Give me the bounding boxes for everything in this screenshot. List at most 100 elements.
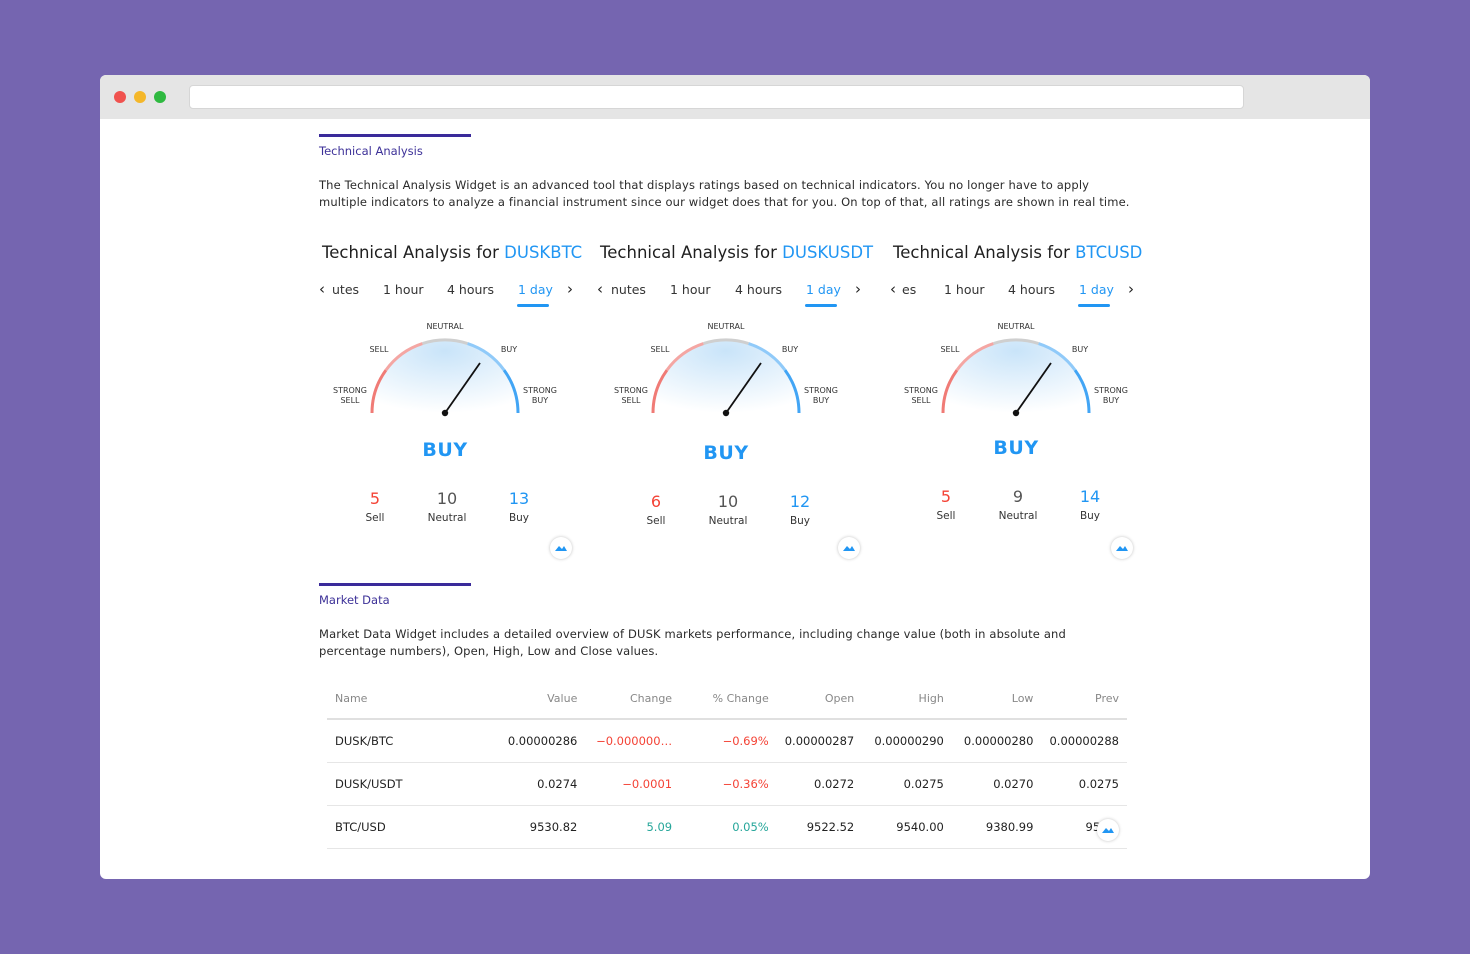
- tab-1-hour[interactable]: 1 hour: [383, 282, 424, 297]
- close-window-button[interactable]: [114, 91, 126, 103]
- gauge-label-buy: BUY: [501, 345, 517, 354]
- market-data-description: Market Data Widget includes a detailed o…: [319, 626, 1139, 659]
- chevron-right-icon[interactable]: ›: [1128, 280, 1134, 298]
- sell-count-value: 5: [369, 489, 381, 508]
- gauge-label-strong-buy: BUY: [813, 396, 829, 405]
- cell-name: DUSK/USDT: [327, 762, 472, 806]
- chevron-left-icon[interactable]: ‹: [890, 280, 896, 298]
- cell-low: 0.0270: [951, 762, 1042, 806]
- sell-count: 6 Sell: [626, 492, 686, 527]
- description-line: multiple indicators to analyze a financi…: [319, 194, 1130, 209]
- address-bar[interactable]: [189, 85, 1244, 109]
- sell-count-value: 6: [650, 492, 662, 511]
- chevron-right-icon[interactable]: ›: [567, 280, 573, 298]
- gauge-buy-arc: [748, 342, 787, 371]
- gauge-label-strong-sell: SELL: [621, 396, 641, 405]
- gauge-label-neutral: NEUTRAL: [998, 322, 1035, 331]
- technical-analysis-widget: Technical Analysis for DUSKBTC ‹ utes 1 …: [319, 235, 589, 565]
- gauge-label-strong-sell: STRONG: [904, 386, 938, 395]
- column-header[interactable]: Name: [327, 679, 472, 720]
- cloud-logo-icon: [555, 546, 567, 551]
- tradingview-logo-icon[interactable]: [1111, 537, 1133, 559]
- chevron-left-icon[interactable]: ‹: [597, 280, 603, 298]
- column-header[interactable]: Change: [585, 679, 681, 720]
- maximize-window-button[interactable]: [154, 91, 166, 103]
- active-tab-indicator: [1078, 304, 1110, 307]
- cell-change: 5.09: [585, 805, 681, 849]
- interval-tabs: ‹ es 1 hour 4 hours 1 day ›: [890, 280, 1160, 310]
- widget-title-prefix: Technical Analysis for: [600, 243, 783, 262]
- widget-title-prefix: Technical Analysis for: [893, 243, 1076, 262]
- cloud-logo-icon: [1116, 546, 1128, 551]
- neutral-count: 9 Neutral: [988, 487, 1048, 522]
- description-line: The Technical Analysis Widget is an adva…: [319, 178, 1090, 192]
- cloud-logo-icon: [843, 546, 855, 551]
- description-line: Market Data Widget includes a detailed o…: [319, 627, 1066, 641]
- widget-title: Technical Analysis for DUSKUSDT: [600, 243, 874, 262]
- column-header[interactable]: Open: [776, 679, 863, 720]
- symbol-link[interactable]: DUSKUSDT: [782, 243, 874, 262]
- cell-high: 9540.00: [862, 805, 952, 849]
- tab-minutes[interactable]: es: [902, 282, 917, 297]
- sell-count: 5 Sell: [916, 487, 976, 522]
- gauge-strong-buy-arc: [502, 369, 520, 414]
- table-row[interactable]: BTC/USD 9530.82 5.09 0.05% 9522.52 9540.00 938…: [327, 805, 1127, 849]
- column-header[interactable]: Value: [471, 679, 586, 720]
- description-line: percentage numbers), Open, High, Low and…: [319, 643, 659, 658]
- cell-open: 9522.52: [776, 805, 863, 849]
- gauge-sell-arc: [955, 342, 994, 371]
- column-header[interactable]: Prev: [1041, 679, 1127, 720]
- browser-window: Technical Analysis The Technical Analysi…: [100, 75, 1370, 879]
- neutral-count-value: 10: [436, 489, 458, 508]
- gauge-strong-sell-arc: [941, 369, 959, 414]
- cell-high: 0.00000290: [862, 719, 952, 763]
- gauge-label-strong-buy: STRONG: [523, 386, 557, 395]
- cell-open: 0.0272: [776, 762, 863, 806]
- tab-1-hour[interactable]: 1 hour: [670, 282, 711, 297]
- active-tab-indicator: [805, 304, 837, 307]
- table-row[interactable]: DUSK/BTC 0.00000286 −0.000000… −0.69% 0.0000…: [327, 719, 1127, 763]
- gauge-neutral-arc: [992, 338, 1040, 346]
- symbol-link[interactable]: DUSKBTC: [504, 243, 583, 262]
- sell-count-label: Sell: [646, 515, 666, 527]
- gauge-label-sell: SELL: [940, 345, 960, 354]
- chevron-left-icon[interactable]: ‹: [319, 280, 325, 298]
- neutral-count-value: 10: [717, 492, 739, 511]
- chevron-right-icon[interactable]: ›: [855, 280, 861, 298]
- tradingview-logo-icon[interactable]: [550, 537, 572, 559]
- technical-analysis-widget: Technical Analysis for DUSKUSDT ‹ nutes …: [597, 235, 874, 565]
- gauge-buy-arc: [1038, 342, 1077, 371]
- tab-minutes[interactable]: nutes: [611, 282, 646, 297]
- column-header[interactable]: % Change: [680, 679, 777, 720]
- market-data-heading: Market Data: [319, 593, 390, 607]
- buy-count-value: 14: [1079, 487, 1101, 506]
- tab-4-hours[interactable]: 4 hours: [447, 282, 495, 297]
- tab-1-hour[interactable]: 1 hour: [944, 282, 985, 297]
- tradingview-logo-icon[interactable]: [1097, 819, 1119, 841]
- cell-name: BTC/USD: [327, 805, 472, 849]
- buy-count-label: Buy: [1079, 510, 1101, 522]
- tab-4-hours[interactable]: 4 hours: [735, 282, 783, 297]
- column-header[interactable]: High: [862, 679, 952, 720]
- tab-4-hours[interactable]: 4 hours: [1008, 282, 1056, 297]
- sell-count-value: 5: [940, 487, 952, 506]
- gauge-label-strong-buy: STRONG: [804, 386, 838, 395]
- neutral-count: 10 Neutral: [417, 489, 477, 524]
- tab-minutes[interactable]: utes: [332, 282, 360, 297]
- gauge-label-sell: SELL: [650, 345, 670, 354]
- tab-1-day[interactable]: 1 day: [1079, 282, 1114, 297]
- gauge-hub: [1012, 409, 1020, 417]
- buy-count: 14 Buy: [1060, 487, 1120, 522]
- symbol-link[interactable]: BTCUSD: [1075, 243, 1143, 262]
- buy-count-value: 13: [508, 489, 530, 508]
- cell-pct: −0.69%: [680, 719, 777, 763]
- tradingview-logo-icon[interactable]: [838, 537, 860, 559]
- table-row[interactable]: DUSK/USDT 0.0274 −0.0001 −0.36% 0.0272 0.0275…: [327, 762, 1127, 806]
- tab-1-day[interactable]: 1 day: [518, 282, 553, 297]
- tab-1-day[interactable]: 1 day: [806, 282, 841, 297]
- gauge-sell-arc: [384, 342, 423, 371]
- minimize-window-button[interactable]: [134, 91, 146, 103]
- column-header[interactable]: Low: [951, 679, 1042, 720]
- cell-name: DUSK/BTC: [327, 719, 472, 763]
- gauge-label-strong-sell: STRONG: [614, 386, 648, 395]
